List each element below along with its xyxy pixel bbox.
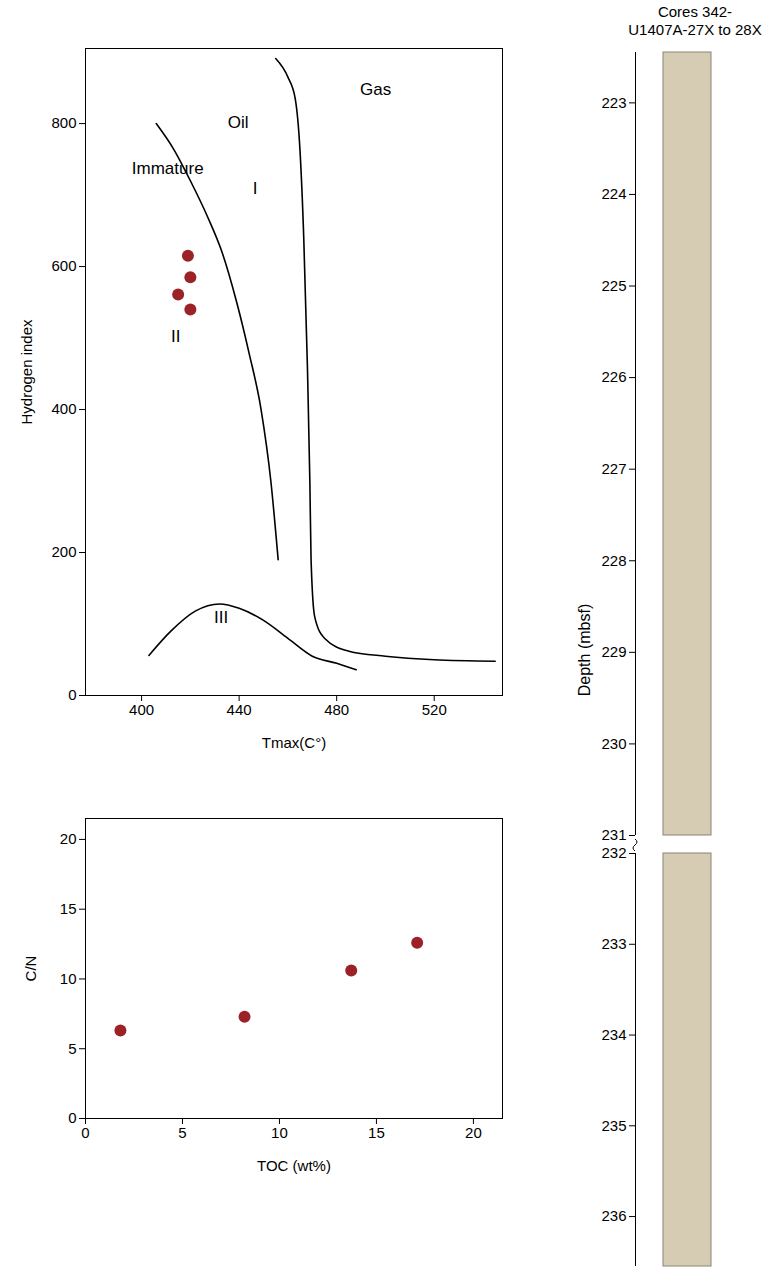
svg-text:II: II — [171, 327, 180, 346]
svg-text:227: 227 — [601, 460, 626, 477]
svg-text:234: 234 — [601, 1026, 626, 1043]
svg-text:5: 5 — [68, 1040, 76, 1057]
svg-text:TOC (wt%): TOC (wt%) — [257, 1157, 331, 1174]
svg-text:Depth (mbsf): Depth (mbsf) — [576, 604, 593, 696]
svg-text:233: 233 — [601, 935, 626, 952]
svg-text:600: 600 — [51, 257, 76, 274]
svg-text:800: 800 — [51, 114, 76, 131]
svg-text:226: 226 — [601, 368, 626, 385]
svg-text:480: 480 — [324, 701, 349, 718]
svg-text:440: 440 — [227, 701, 252, 718]
svg-text:232: 232 — [601, 844, 626, 861]
svg-text:I: I — [253, 179, 258, 198]
svg-text:400: 400 — [51, 400, 76, 417]
svg-text:200: 200 — [51, 543, 76, 560]
svg-text:520: 520 — [422, 701, 447, 718]
svg-text:236: 236 — [601, 1207, 626, 1224]
svg-text:231: 231 — [601, 826, 626, 843]
svg-text:15: 15 — [368, 1124, 385, 1141]
svg-text:0: 0 — [68, 686, 76, 703]
svg-text:230: 230 — [601, 735, 626, 752]
svg-text:0: 0 — [68, 1109, 76, 1126]
svg-text:Cores 342-U1407A-27X to 28X: Cores 342-U1407A-27X to 28X — [628, 3, 761, 38]
svg-text:Immature: Immature — [132, 159, 204, 178]
svg-text:224: 224 — [601, 185, 626, 202]
svg-text:228: 228 — [601, 552, 626, 569]
svg-text:Oil: Oil — [228, 113, 249, 132]
svg-text:C/N: C/N — [22, 956, 39, 982]
svg-text:10: 10 — [271, 1124, 288, 1141]
svg-text:0: 0 — [81, 1124, 89, 1141]
svg-text:225: 225 — [601, 277, 626, 294]
svg-text:Gas: Gas — [360, 80, 391, 99]
svg-text:20: 20 — [465, 1124, 482, 1141]
svg-text:400: 400 — [129, 701, 154, 718]
svg-text:10: 10 — [60, 970, 77, 987]
svg-text:Hydrogen index: Hydrogen index — [18, 319, 35, 425]
svg-text:III: III — [214, 608, 228, 627]
svg-text:20: 20 — [60, 830, 77, 847]
svg-text:5: 5 — [178, 1124, 186, 1141]
svg-text:Tmax(C°): Tmax(C°) — [262, 734, 326, 751]
svg-text:235: 235 — [601, 1117, 626, 1134]
svg-text:229: 229 — [601, 643, 626, 660]
svg-text:15: 15 — [60, 900, 77, 917]
svg-text:223: 223 — [601, 94, 626, 111]
